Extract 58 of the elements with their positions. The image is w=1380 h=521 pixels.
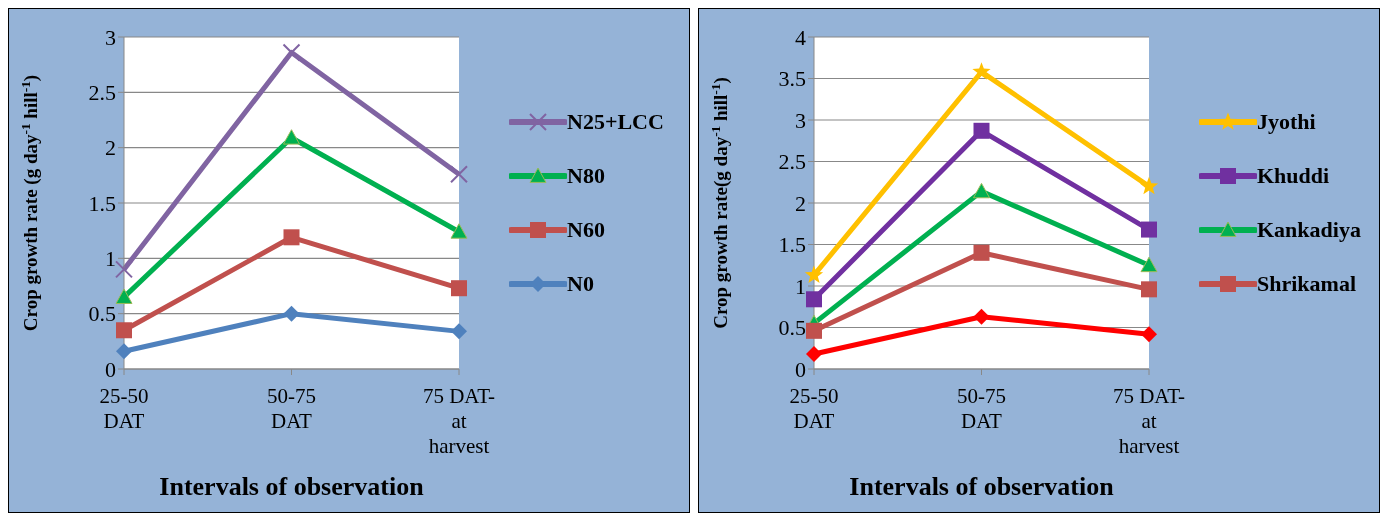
y-tick-label: 2.5 (778, 149, 806, 175)
y-tick-label: 4 (795, 24, 806, 50)
x-tick-label: 75 DAT-at harvest (1112, 384, 1186, 458)
x-axis-title: Intervals of observation (849, 472, 1115, 501)
y-tick-label: 1.5 (88, 190, 116, 216)
point (282, 43, 301, 62)
point (116, 322, 132, 339)
point (451, 323, 467, 340)
x-tick-label: 25-50 DAT (789, 384, 839, 433)
y-tick-label: 1 (105, 246, 116, 272)
point (115, 288, 133, 304)
y-tick-label: 0.5 (88, 301, 116, 327)
point (283, 129, 300, 145)
point (973, 244, 990, 261)
point (973, 308, 990, 325)
point (1141, 326, 1157, 343)
y-tick-label: 1.5 (778, 232, 806, 258)
point (283, 305, 300, 322)
x-axis-title: Intervals of observation (159, 472, 425, 501)
x-tick-label: 25-50 DAT (99, 384, 149, 433)
legend-label: Jyothi (1257, 109, 1316, 135)
y-tick-label: 3 (105, 24, 116, 50)
y-tick-label: 2.5 (88, 80, 116, 106)
point (1139, 176, 1159, 195)
point (1141, 281, 1157, 298)
legend-label: N80 (567, 163, 605, 189)
y-tick-label: 1 (795, 273, 806, 299)
point (1141, 221, 1157, 238)
y-tick-label: 0 (795, 356, 806, 382)
y-tick-label: 2 (105, 135, 116, 161)
point (804, 265, 824, 283)
y-tick-label: 0.5 (778, 315, 806, 341)
x-tick-label: 75 DAT-at harvest (422, 384, 496, 458)
point (806, 322, 822, 339)
point (806, 291, 822, 308)
y-tick-label: 3 (795, 107, 806, 133)
point (116, 343, 132, 360)
legend-label: Shrikamal (1257, 271, 1357, 297)
point (806, 346, 822, 363)
point (115, 260, 133, 279)
x-tick-label: 50-75 DAT (267, 384, 316, 433)
y-tick-label: 2 (795, 190, 806, 216)
point (973, 182, 990, 199)
legend-label: Khuddi (1257, 163, 1330, 189)
point (972, 62, 991, 80)
legend-label: Kankadiya (1257, 217, 1361, 243)
y-tick-label: 0 (105, 356, 116, 382)
point (1140, 256, 1158, 273)
legend-label: N60 (567, 217, 605, 243)
x-tick-label: 50-75 DAT (957, 384, 1006, 433)
legend-label: N25+LCC (567, 109, 664, 135)
point (450, 223, 468, 239)
point (451, 280, 467, 297)
point (283, 229, 300, 246)
point (973, 122, 990, 139)
legend-label: N0 (567, 271, 594, 297)
y-tick-label: 3.5 (778, 66, 806, 92)
point (450, 165, 468, 184)
